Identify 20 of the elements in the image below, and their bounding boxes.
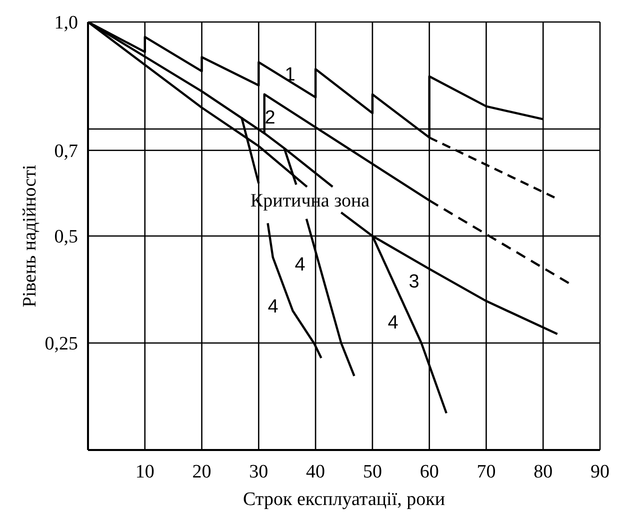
y-tick-label: 0,7	[54, 141, 78, 162]
annotation: 4	[294, 254, 306, 276]
y-axis-title: Рівень надійності	[20, 164, 40, 308]
x-tick-label: 80	[534, 461, 553, 482]
x-axis-title: Строк експлуатації, роки	[243, 489, 445, 510]
x-tick-label: 90	[590, 461, 610, 482]
annotation: 4	[268, 296, 279, 318]
y-tick-label: 0,25	[44, 334, 78, 355]
x-tick-label: 50	[362, 461, 382, 482]
y-tick-label: 1,0	[54, 12, 78, 34]
annotation: 2	[264, 108, 276, 128]
annotation: 3	[408, 272, 420, 292]
x-tick-label: 20	[192, 461, 212, 482]
x-tick-label: 40	[306, 461, 326, 482]
x-tick-label: 10	[135, 461, 154, 482]
y-tick-label: 0,5	[54, 226, 78, 248]
x-tick-label: 30	[249, 461, 268, 482]
annotation: 4	[388, 312, 399, 334]
x-tick-label: 70	[476, 461, 496, 482]
x-tick-label: 60	[420, 461, 439, 482]
